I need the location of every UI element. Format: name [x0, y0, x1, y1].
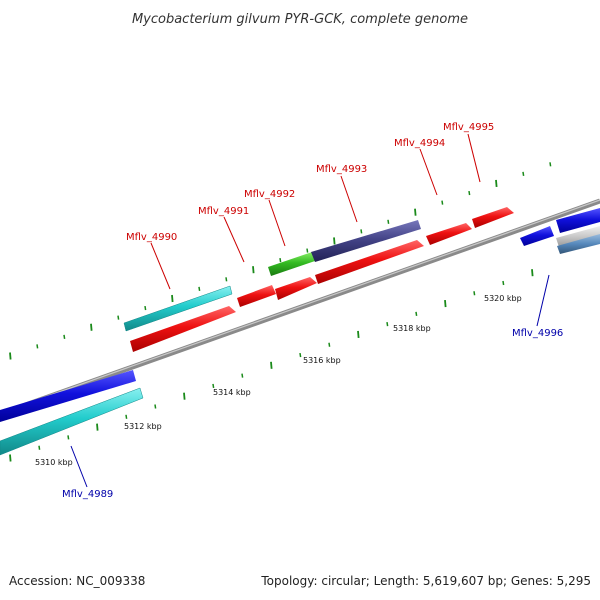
gene-label[interactable]: Mflv_4994: [394, 138, 445, 149]
gene-label[interactable]: Mflv_4991: [198, 206, 249, 217]
gene-feature[interactable]: [275, 277, 317, 300]
scale-tick: [306, 248, 309, 253]
gene-features: [0, 207, 600, 456]
gene-feature[interactable]: [557, 234, 600, 254]
gene-label[interactable]: Mflv_4989: [62, 489, 113, 500]
label-leader-line: [70, 445, 88, 488]
scale-tick: [360, 229, 363, 234]
scale-tick: [502, 280, 505, 286]
scale-tick: [279, 258, 282, 263]
scale-label: 5314 kbp: [213, 388, 251, 397]
genome-summary: Topology: circular; Length: 5,619,607 bp…: [260, 574, 591, 588]
scale-tick: [125, 414, 128, 419]
backbone: [0, 198, 600, 417]
scale-tick: [171, 294, 174, 303]
gene-label[interactable]: Mflv_4993: [316, 164, 367, 175]
scale-tick: [444, 299, 447, 308]
scale-tick: [328, 342, 331, 347]
scale-tick: [387, 219, 390, 224]
label-leader-line: [150, 242, 171, 290]
scale-tick: [299, 352, 302, 358]
scale-label: 5310 kbp: [35, 458, 73, 467]
scale-tick: [333, 237, 336, 245]
accession-label: Accession: NC_009338: [9, 574, 145, 588]
scale-label: 5318 kbp: [393, 324, 431, 333]
gene-label[interactable]: Mflv_4995: [443, 122, 494, 133]
scale-tick: [415, 311, 418, 316]
scale-label: 5320 kbp: [484, 294, 522, 303]
tick-rows: [9, 162, 552, 462]
gene-feature[interactable]: [315, 240, 424, 284]
gene-feature[interactable]: [123, 285, 233, 332]
label-leader-line: [536, 274, 550, 327]
gene-feature[interactable]: [0, 370, 136, 422]
gene-feature[interactable]: [311, 220, 421, 262]
scale-tick: [414, 208, 417, 216]
scale-tick: [522, 171, 525, 176]
gene-feature[interactable]: [268, 252, 315, 276]
scale-tick: [144, 305, 147, 311]
scale-tick: [198, 286, 201, 292]
label-leader-line: [223, 216, 245, 263]
scale-tick: [38, 445, 41, 450]
scale-tick: [549, 162, 552, 167]
gene-label[interactable]: Mflv_4996: [512, 328, 563, 339]
map-title: Mycobacterium gilvum PYR-GCK, complete g…: [132, 12, 468, 27]
scale-tick: [495, 179, 498, 188]
label-leader-line: [467, 133, 481, 183]
gene-label[interactable]: Mflv_4992: [244, 189, 295, 200]
scale-tick: [117, 315, 120, 320]
scale-tick: [67, 435, 70, 440]
scale-tick: [241, 373, 244, 378]
scale-tick: [9, 454, 12, 462]
scale-tick: [531, 269, 534, 277]
scale-tick: [441, 200, 444, 205]
gene-feature[interactable]: [130, 306, 236, 352]
gene-labels: Mflv_4990 Mflv_4991 Mflv_4992 Mflv_4993 Mflv…: [62, 122, 563, 500]
scale-tick: [154, 404, 157, 409]
gene-label[interactable]: Mflv_4990: [126, 232, 177, 243]
gene-feature[interactable]: [472, 207, 514, 228]
gene-feature[interactable]: [426, 223, 472, 245]
label-leader-line: [340, 175, 358, 223]
gene-feature[interactable]: [0, 387, 144, 456]
gene-feature[interactable]: [556, 226, 600, 247]
scale-label: 5312 kbp: [124, 422, 162, 431]
scale-tick: [90, 323, 93, 331]
scale-tick: [270, 361, 273, 369]
scale-tick: [9, 352, 12, 360]
scale-tick: [357, 330, 360, 339]
scale-tick: [96, 423, 99, 431]
scale-tick: [473, 291, 476, 296]
scale-labels: 5310 kbp 5312 kbp 5314 kbp 5316 kbp 5318 kbp…: [35, 294, 522, 467]
gene-feature[interactable]: [237, 285, 276, 307]
scale-tick: [63, 334, 66, 339]
label-leader-line: [419, 148, 438, 196]
scale-tick: [36, 344, 39, 349]
gene-feature[interactable]: [520, 226, 554, 246]
scale-tick: [183, 392, 186, 400]
scale-tick: [468, 190, 471, 196]
gene-feature[interactable]: [556, 208, 600, 233]
label-leader-line: [268, 199, 286, 247]
scale-tick: [386, 322, 389, 327]
scale-tick: [225, 277, 228, 282]
scale-label: 5316 kbp: [303, 356, 341, 365]
scale-tick: [252, 266, 255, 274]
scale-tick: [212, 383, 215, 389]
